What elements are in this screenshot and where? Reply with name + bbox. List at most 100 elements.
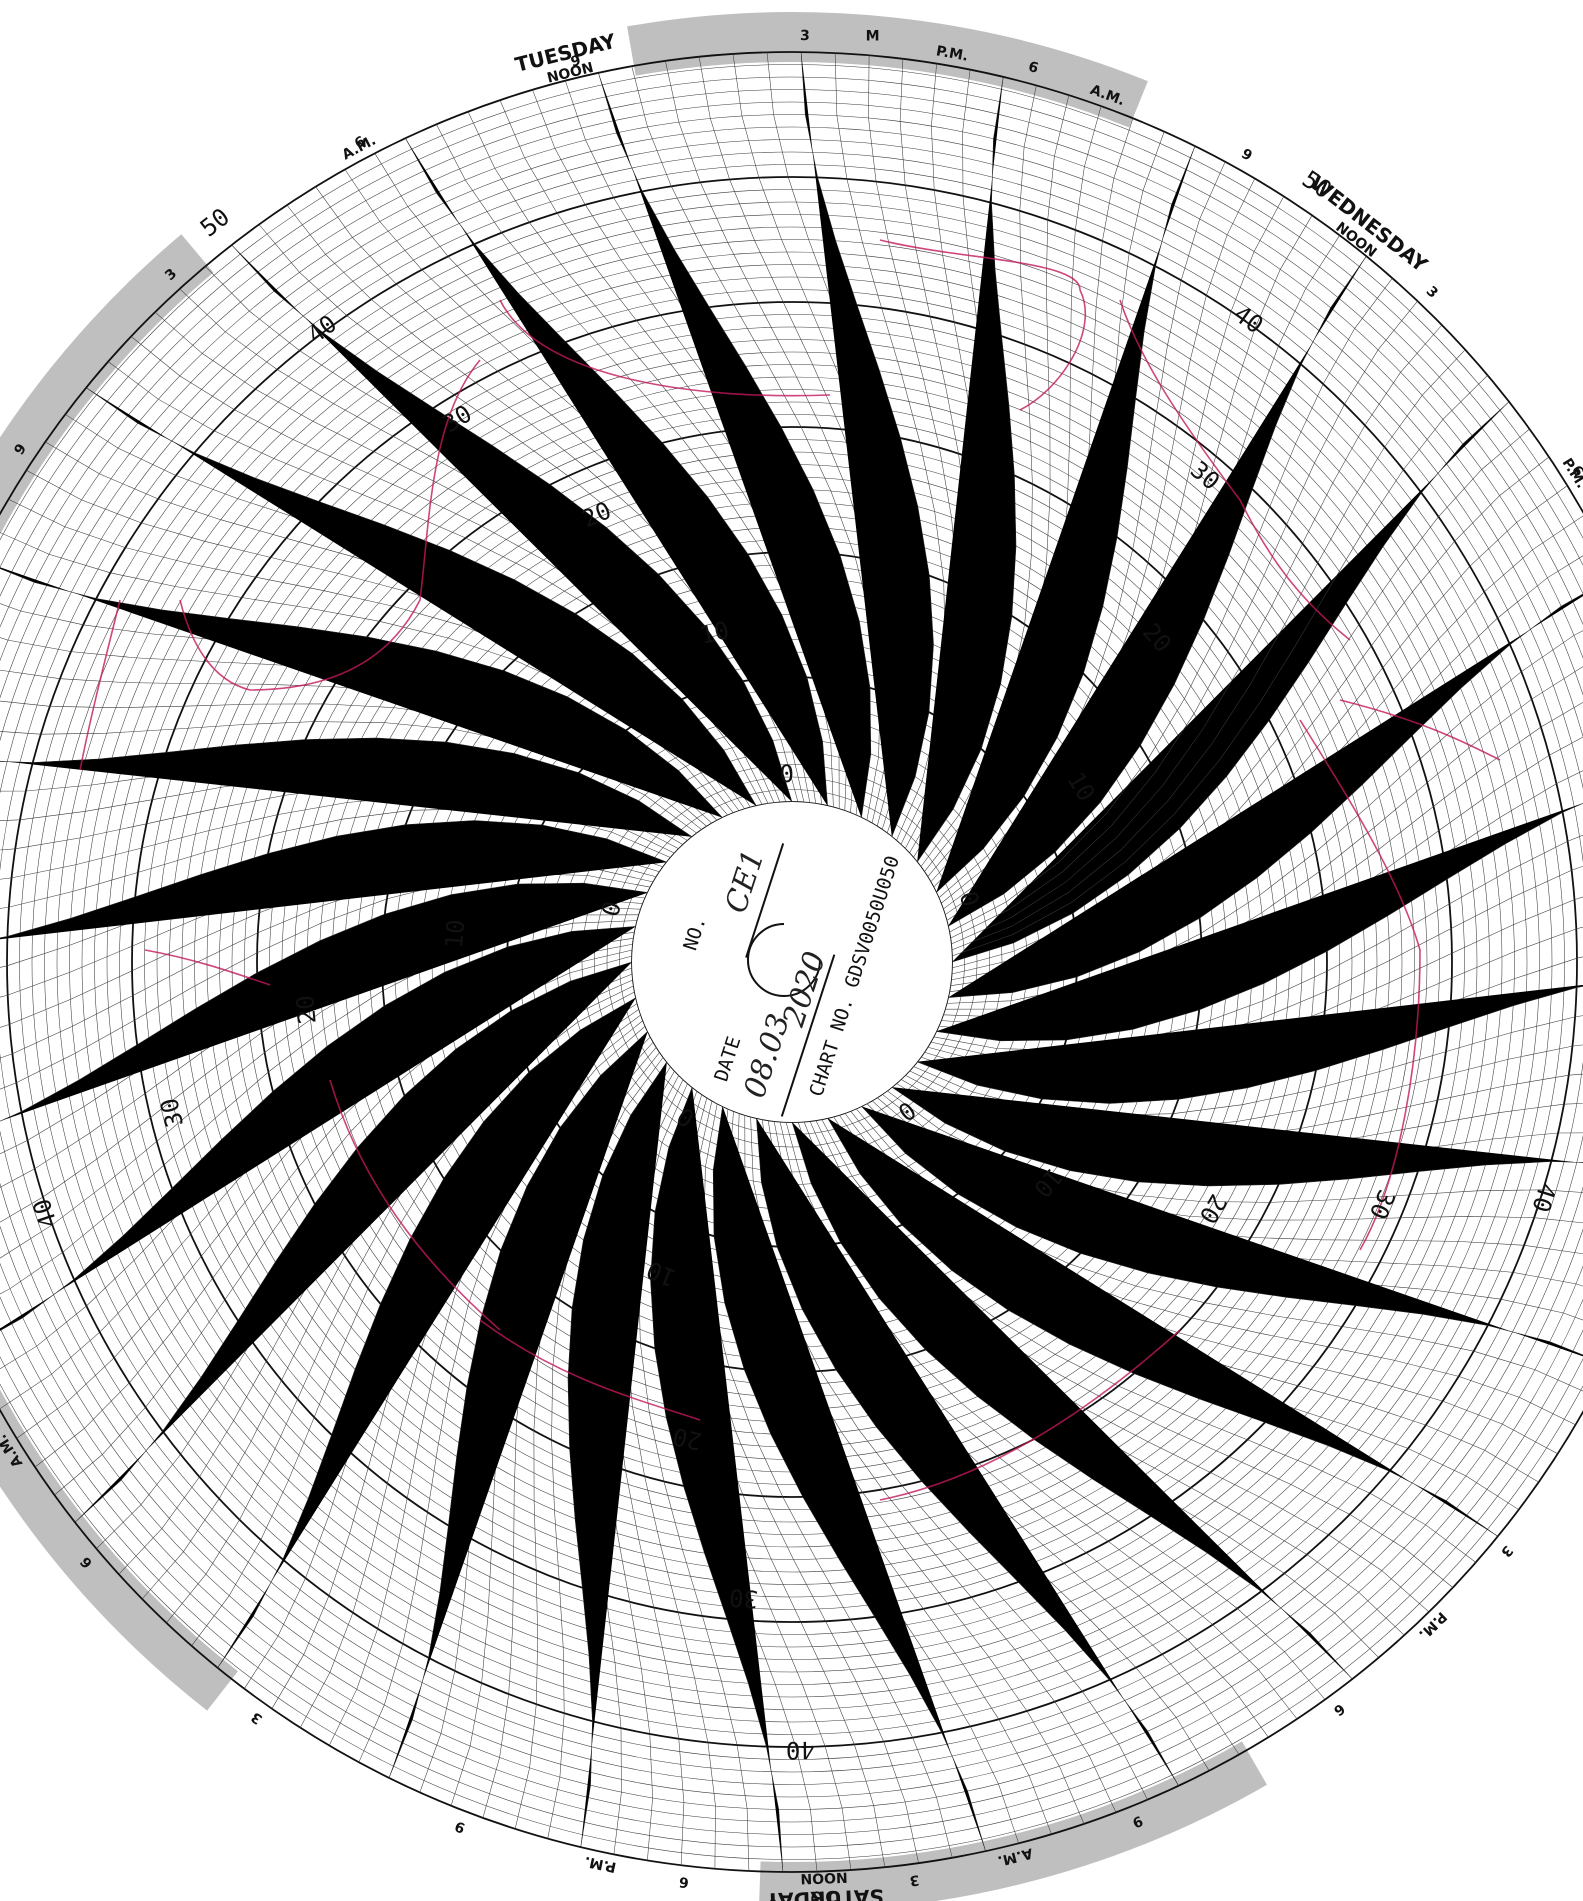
hub-no-underline: [745, 843, 785, 958]
recorder-trace: [179, 359, 481, 691]
minor-ring: [119, 289, 1465, 1635]
time-line: [949, 278, 1393, 933]
minor-ring: [0, 164, 1583, 1760]
time-line: [0, 567, 723, 819]
minor-ring: [181, 351, 1403, 1573]
minor-ring: [0, 76, 1583, 1848]
noon-label: NOON: [800, 1869, 848, 1887]
recorder-trace: [499, 299, 831, 397]
minor-ring: [169, 339, 1415, 1585]
time-line: [916, 76, 1017, 863]
time-line: [0, 737, 693, 838]
time-line: [756, 1117, 1179, 1786]
time-line: [951, 401, 1510, 963]
ampm-label: P.M.: [583, 1853, 618, 1875]
recorder-trace: [879, 239, 1086, 411]
minor-ring: [456, 626, 1128, 1298]
ring-value-label: 10: [697, 616, 732, 650]
minor-ring: [0, 101, 1583, 1823]
recorder-trace: [144, 949, 271, 986]
night-band: [0, 1389, 238, 1711]
minor-ring: [0, 126, 1583, 1798]
time-line: [800, 51, 934, 838]
ampm-label: P.M.: [935, 43, 970, 64]
time-line: [950, 300, 1418, 939]
hour-label: 9: [453, 1817, 468, 1835]
time-line: [217, 997, 637, 1668]
recorder-trace: [1339, 699, 1501, 761]
time-line: [935, 145, 1196, 893]
minor-ring: [244, 414, 1340, 1510]
night-band: [759, 1741, 1267, 1901]
time-line: [598, 72, 872, 818]
time-line: [947, 256, 1367, 927]
minor-ring: [44, 214, 1540, 1710]
time-line: [86, 387, 757, 807]
minor-ring: [269, 439, 1315, 1485]
time-line: [567, 1061, 668, 1848]
hour-label: 9: [1238, 146, 1254, 165]
hub-date-underline: [780, 954, 836, 1117]
time-line: [388, 1031, 649, 1779]
time-line: [712, 1106, 986, 1852]
recorder-trace: [1299, 719, 1421, 1251]
time-line: [936, 802, 1583, 1042]
ring-value-label: 20: [1194, 1189, 1233, 1228]
hour-label: 6: [1330, 1700, 1347, 1719]
hour-label: 3: [1497, 1542, 1516, 1560]
time-line: [951, 375, 1488, 957]
hour-label: 3: [248, 1708, 265, 1727]
time-line: [950, 324, 1443, 945]
time-line: [827, 1117, 1498, 1537]
hour-label: 9: [569, 53, 582, 71]
minor-ring: [0, 139, 1583, 1785]
time-line: [0, 820, 668, 940]
ring-value-label: 30: [1185, 456, 1225, 496]
ampm-label: P.M.: [1415, 1608, 1449, 1642]
ring-value-label: 30: [155, 1095, 189, 1130]
ring-value-label: 40: [27, 1195, 63, 1231]
chart-grid: [0, 51, 1583, 1873]
time-line: [947, 593, 1583, 998]
minor-ring: [219, 389, 1365, 1535]
minor-ring: [206, 376, 1378, 1548]
minor-ring: [144, 314, 1440, 1610]
major-ring: [131, 301, 1453, 1623]
ring-value-label: 30: [728, 1583, 759, 1613]
hour-label: 3: [800, 28, 810, 44]
ring-value-label: 50: [809, 1885, 839, 1901]
minor-ring: [606, 776, 978, 1148]
day-label: SATURDAY: [765, 1884, 885, 1901]
major-ring: [0, 51, 1583, 1873]
recorder-trace: [329, 1079, 501, 1331]
minor-ring: [0, 64, 1583, 1860]
hour-label: 6: [678, 1873, 690, 1890]
time-line: [891, 1086, 1583, 1187]
ring-value-label: 30: [1364, 1186, 1401, 1223]
time-line: [0, 882, 648, 1122]
time-line: [0, 926, 637, 1331]
time-line: [74, 961, 633, 1523]
recorder-trace: [479, 1319, 701, 1421]
hub-hole: [747, 923, 821, 997]
night-band: [0, 234, 214, 535]
minor-ring: [231, 401, 1353, 1523]
ring-value-label: 10: [440, 918, 470, 949]
minor-ring: [0, 151, 1583, 1773]
time-line: [405, 138, 828, 807]
major-ring: [256, 426, 1328, 1498]
recorder-trace: [79, 599, 121, 771]
ampm-label: P.M.: [1559, 455, 1583, 491]
night-band: [627, 11, 1148, 128]
major-ring: [6, 176, 1578, 1748]
hour-label: 3: [909, 1871, 921, 1888]
time-line: [951, 349, 1466, 951]
minor-ring: [594, 764, 990, 1160]
minor-ring: [156, 326, 1428, 1598]
recorder-trace: [879, 1329, 1181, 1501]
night-bands: [0, 11, 1267, 1901]
recorder-traces: [79, 239, 1501, 1501]
minor-ring: [581, 751, 1003, 1173]
chart-hub: [632, 802, 952, 1122]
